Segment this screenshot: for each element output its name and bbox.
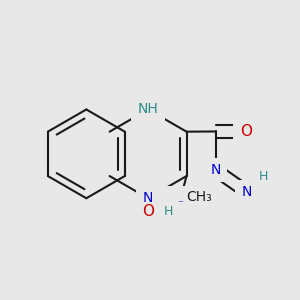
Text: N: N	[143, 191, 153, 205]
Text: NH: NH	[138, 103, 158, 116]
FancyBboxPatch shape	[136, 187, 160, 210]
FancyBboxPatch shape	[131, 98, 165, 121]
FancyBboxPatch shape	[129, 200, 167, 223]
FancyBboxPatch shape	[204, 158, 227, 182]
Text: CH₃: CH₃	[187, 190, 212, 205]
FancyBboxPatch shape	[233, 120, 260, 143]
Text: N: N	[210, 163, 221, 177]
Text: H: H	[164, 205, 173, 218]
Text: ⁻: ⁻	[177, 199, 183, 209]
FancyBboxPatch shape	[235, 180, 258, 203]
Text: H: H	[259, 170, 268, 183]
Text: N: N	[241, 185, 252, 199]
Text: O: O	[142, 204, 154, 219]
FancyBboxPatch shape	[154, 186, 200, 209]
Text: O: O	[241, 124, 253, 139]
